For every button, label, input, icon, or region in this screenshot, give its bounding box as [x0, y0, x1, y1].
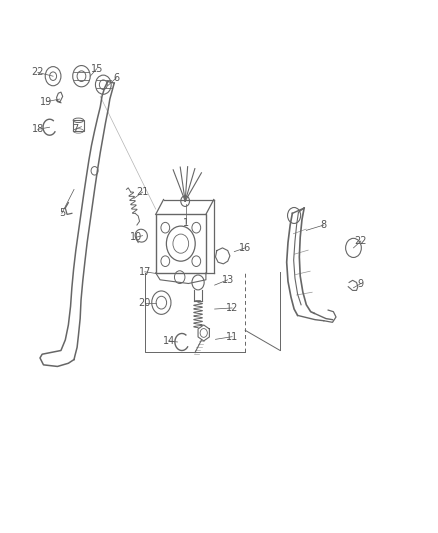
Text: 1: 1 — [183, 218, 189, 228]
Bar — [73, 120, 84, 131]
Text: 15: 15 — [91, 64, 103, 74]
Bar — [155, 214, 206, 273]
Text: 22: 22 — [355, 236, 367, 246]
Text: 18: 18 — [32, 124, 44, 134]
Text: 9: 9 — [358, 279, 364, 288]
Text: 13: 13 — [222, 275, 234, 285]
Text: 7: 7 — [72, 124, 78, 134]
Text: 20: 20 — [138, 297, 151, 308]
Text: 10: 10 — [130, 232, 142, 243]
Text: 6: 6 — [113, 73, 120, 83]
Text: 16: 16 — [239, 243, 251, 253]
Text: 19: 19 — [40, 96, 53, 107]
Text: 8: 8 — [321, 220, 327, 230]
Text: 22: 22 — [32, 68, 44, 77]
Text: 21: 21 — [136, 187, 149, 197]
Text: 17: 17 — [138, 267, 151, 277]
Text: 12: 12 — [226, 303, 238, 313]
Text: 14: 14 — [162, 336, 175, 346]
Text: 11: 11 — [226, 332, 238, 342]
Text: 5: 5 — [59, 208, 65, 219]
